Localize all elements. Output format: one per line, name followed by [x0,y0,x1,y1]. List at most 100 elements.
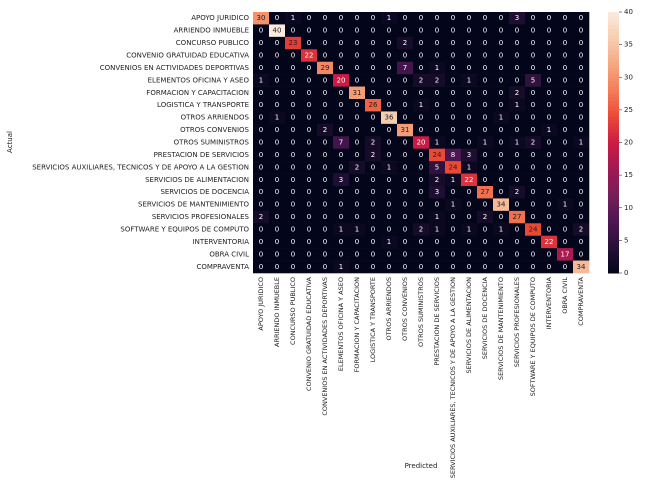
cell-value: 0 [419,201,423,209]
cell [397,61,414,75]
colorbar-tick-label: 35 [624,41,633,49]
cell-value: 7 [403,64,407,72]
colorbar-segment [608,44,619,49]
cell [445,99,462,112]
cell [573,161,590,174]
cell [349,173,366,187]
cell-value: 1 [291,14,295,22]
cell-value: 0 [547,151,551,159]
cell-value: 0 [483,263,487,271]
cell [525,210,542,224]
cell-value: 0 [467,39,471,47]
cell [397,161,414,174]
cell [285,235,302,249]
cell [525,86,542,100]
cell-value: 0 [435,52,439,60]
colorbar-segment [608,246,619,251]
cell [317,61,334,75]
cell [397,99,414,112]
cell-value: 26 [369,101,378,109]
cell-value: 0 [387,126,391,134]
cell [253,235,270,249]
cell-value: 0 [371,64,375,72]
cell [349,223,366,237]
cell [381,210,398,224]
cell-value: 0 [563,188,567,196]
cell-value: 0 [435,14,439,22]
cell-value: 0 [467,201,471,209]
cell-value: 0 [355,101,359,109]
cell-value: 0 [259,238,263,246]
cell-value: 0 [547,27,551,35]
cell [509,173,526,187]
cell [461,235,478,249]
cell [525,12,542,25]
cell-value: 0 [403,163,407,171]
cell [349,210,366,224]
colorbar-tick-label: 40 [624,8,633,16]
cell-value: 0 [467,238,471,246]
cell [317,260,334,274]
cell-value: 0 [387,213,391,221]
cell-value: 0 [547,114,551,122]
colorbar-segment [608,269,619,274]
cell-value: 0 [307,238,311,246]
cell [317,210,334,224]
cell [557,86,574,100]
colorbar-segment [608,253,619,258]
cell [397,36,414,50]
cell-value: 0 [371,76,375,84]
colorbar-segment [608,73,619,78]
cell [301,148,318,162]
cell [445,235,462,249]
cell-value: 0 [291,27,295,35]
cell [381,223,398,237]
cell [365,74,382,87]
cell [509,198,526,212]
cell [509,12,526,25]
cell-value: 0 [467,89,471,97]
cell [381,260,398,274]
cell-value: 0 [483,250,487,258]
colorbar-segment [608,90,619,95]
cell-value: 0 [291,163,295,171]
cell-value: 0 [563,163,567,171]
cell-value: 0 [563,139,567,147]
cell [445,86,462,100]
cell [333,24,350,38]
cell [477,49,494,63]
cell [525,198,542,212]
cell [365,248,382,261]
cell [429,210,446,224]
cell [285,74,302,87]
cell-value: 0 [547,39,551,47]
cell-value: 0 [579,213,583,221]
colorbar-segment [608,145,619,150]
cell [381,86,398,100]
cell-value: 0 [579,27,583,35]
cell-value: 0 [307,27,311,35]
cell-value: 0 [451,213,455,221]
cell [365,136,382,150]
cell-value: 0 [355,139,359,147]
cell [413,12,430,25]
cell-value: 0 [339,27,343,35]
cell-value: 0 [467,52,471,60]
cell [333,161,350,174]
cell-value: 0 [435,250,439,258]
cell [477,24,494,38]
cell-value: 0 [531,101,535,109]
cell-value: 0 [291,101,295,109]
y-tick-label: SERVICIOS DE MANTENIMIENTO [138,201,249,209]
cell-value: 0 [307,126,311,134]
cell [365,123,382,137]
cell [301,223,318,237]
cell [349,111,366,125]
cell-value: 0 [355,238,359,246]
cell [381,49,398,63]
y-axis-label: Actual [6,131,14,153]
colorbar-segment [608,224,619,228]
cell-value: 0 [371,213,375,221]
cell [573,186,590,199]
y-tick-label: OTROS SUMINISTROS [174,139,250,147]
